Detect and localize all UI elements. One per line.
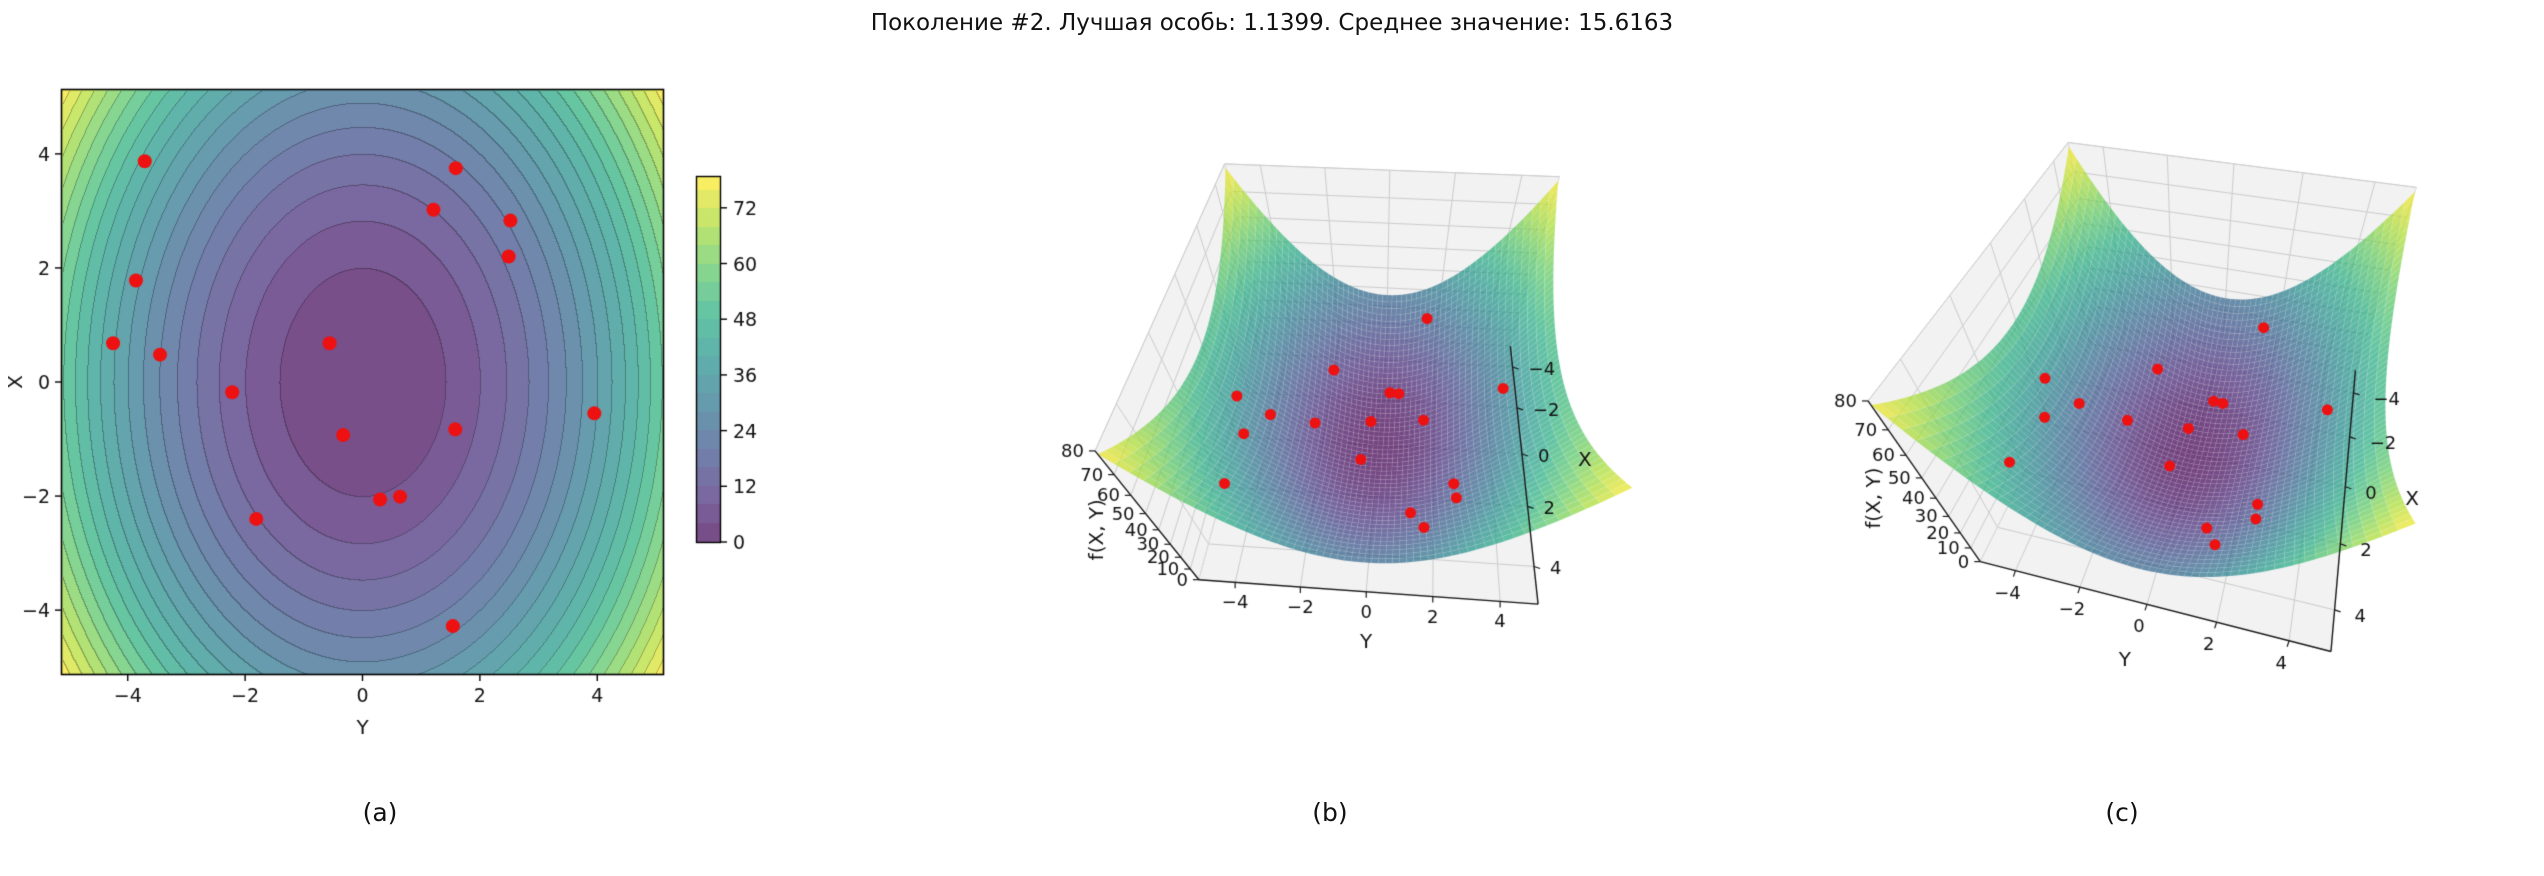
surface-plot-b-canvas: [945, 40, 1715, 800]
surface-plot-c-canvas: [1718, 28, 2530, 818]
caption-subplot-a: (a): [362, 798, 398, 827]
caption-subplot-c: (c): [2105, 798, 2139, 827]
colorbar-canvas: [683, 168, 803, 568]
figure-title: Поколение #2. Лучшая особь: 1.1399. Сред…: [870, 10, 1674, 36]
caption-subplot-b: (b): [1312, 798, 1348, 827]
contour-plot-canvas: [8, 56, 708, 771]
